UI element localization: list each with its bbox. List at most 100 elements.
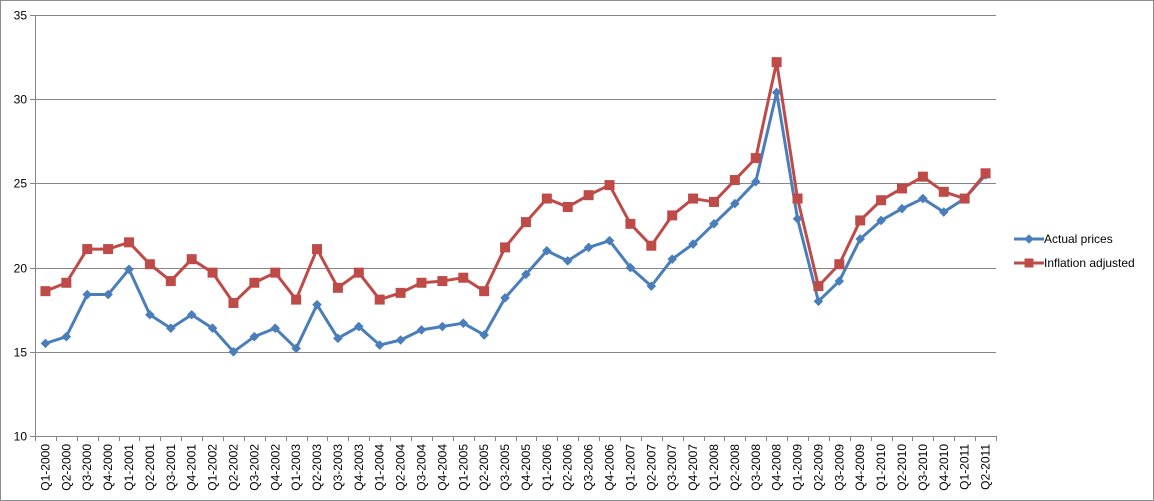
data-point-inflation-adjusted [980,168,991,179]
data-point-inflation-adjusted [82,244,93,255]
y-tick-label-30: 30 [14,93,28,107]
data-point-inflation-adjusted [541,193,552,204]
data-point-inflation-adjusted [583,190,594,201]
data-point-actual-prices [458,318,469,328]
data-point-inflation-adjusted [270,267,281,278]
x-tick-label: Q2-2007 [644,444,658,491]
data-point-actual-prices [479,330,489,340]
data-point-actual-prices [249,331,260,342]
data-point-inflation-adjusted [312,244,323,255]
series-line-inflation-adjusted [43,60,988,305]
legend: Actual prices Inflation adjusted [1014,232,1135,270]
data-point-actual-prices [813,296,824,307]
data-point-inflation-adjusted [959,193,970,204]
data-point-inflation-adjusted [374,294,385,305]
data-point-actual-prices [228,347,239,357]
data-point-actual-prices [291,343,301,354]
y-tick-label-15: 15 [14,346,28,360]
data-point-inflation-adjusted [855,215,866,226]
x-tick-label: Q1-2009 [791,444,805,491]
data-point-inflation-adjusted [353,267,364,278]
data-point-actual-prices [395,335,406,345]
x-tick-label: Q4-2009 [853,444,867,491]
data-point-inflation-adjusted [750,153,761,164]
data-point-inflation-adjusted [646,240,657,251]
data-point-actual-prices [855,234,866,244]
data-point-inflation-adjusted [124,237,135,248]
data-point-inflation-adjusted [520,217,531,228]
data-point-actual-prices [124,264,134,275]
data-point-inflation-adjusted [500,242,511,253]
data-point-actual-prices [897,203,907,214]
series-lines [43,60,988,354]
series-markers [40,57,991,357]
data-point-inflation-adjusted [917,171,928,182]
data-point-inflation-adjusted [792,193,803,204]
x-tick-label: Q1-2001 [122,444,136,491]
x-tick-label: Q3-2008 [749,444,763,491]
x-tick-label: Q1-2010 [874,444,888,491]
data-point-inflation-adjusted [186,254,197,265]
x-tick-label: Q4-2008 [770,444,784,491]
data-point-actual-prices [771,87,782,98]
data-point-inflation-adjusted [416,277,427,288]
x-tick-label: Q4-2001 [185,444,199,491]
x-tick-label: Q4-2000 [101,444,115,491]
x-tick-label: Q3-2001 [164,444,178,491]
data-point-inflation-adjusted [834,259,845,270]
data-point-inflation-adjusted [144,259,155,270]
x-tick-label: Q2-2008 [728,444,742,491]
data-point-inflation-adjusted [729,175,740,186]
data-point-inflation-adjusted [813,281,824,292]
data-point-actual-prices [82,289,93,300]
data-point-actual-prices [562,256,573,266]
data-point-inflation-adjusted [896,183,907,194]
data-point-actual-prices [40,338,51,349]
data-point-actual-prices [876,215,886,226]
y-axis-ticks: 10 15 20 25 30 35 [14,9,28,444]
x-tick-label: Q4-2002 [268,444,282,491]
x-tick-label: Q2-2010 [895,444,909,491]
x-tick-label: Q2-2004 [394,444,408,491]
data-point-inflation-adjusted [562,201,573,212]
data-point-inflation-adjusted [61,277,72,288]
x-tick-label: Q3-2005 [498,444,512,491]
x-tick-label: Q4-2007 [686,444,700,491]
x-tick-label: Q1-2006 [540,444,554,491]
data-point-inflation-adjusted [625,218,636,229]
data-point-actual-prices [186,309,197,320]
axes [30,15,997,441]
data-point-actual-prices [834,276,845,286]
data-point-inflation-adjusted [165,276,176,287]
data-point-actual-prices [646,281,657,291]
data-point-actual-prices [270,323,281,334]
data-point-inflation-adjusted [876,195,887,206]
legend-label-inflation-adjusted: Inflation adjusted [1044,256,1135,270]
data-point-inflation-adjusted [40,286,51,297]
data-point-inflation-adjusted [688,193,699,204]
x-tick-label: Q3-2002 [247,444,261,491]
y-tick-label-20: 20 [14,262,28,276]
x-tick-label: Q2-2001 [143,444,157,491]
x-tick-label: Q2-2011 [979,444,993,490]
data-point-actual-prices [521,269,531,280]
data-point-actual-prices [165,323,176,334]
x-tick-label: Q4-2004 [435,444,449,491]
x-tick-label: Q4-2003 [352,444,366,491]
x-tick-label: Q1-2003 [289,444,303,491]
legend-marker-inflation-adjusted [1024,258,1034,268]
data-point-inflation-adjusted [667,210,678,221]
data-point-actual-prices [437,321,448,332]
data-point-actual-prices [312,299,322,310]
x-tick-label: Q1-2005 [456,444,470,491]
legend-marker-actual-prices [1024,234,1034,244]
x-tick-label: Q2-2009 [811,444,825,491]
data-point-actual-prices [542,245,552,256]
data-point-actual-prices [792,213,803,224]
data-point-actual-prices [730,198,740,209]
x-tick-label: Q2-2000 [59,444,73,491]
data-point-actual-prices [667,254,677,264]
x-tick-label: Q3-2003 [331,444,345,491]
x-tick-label: Q3-2007 [665,444,679,491]
